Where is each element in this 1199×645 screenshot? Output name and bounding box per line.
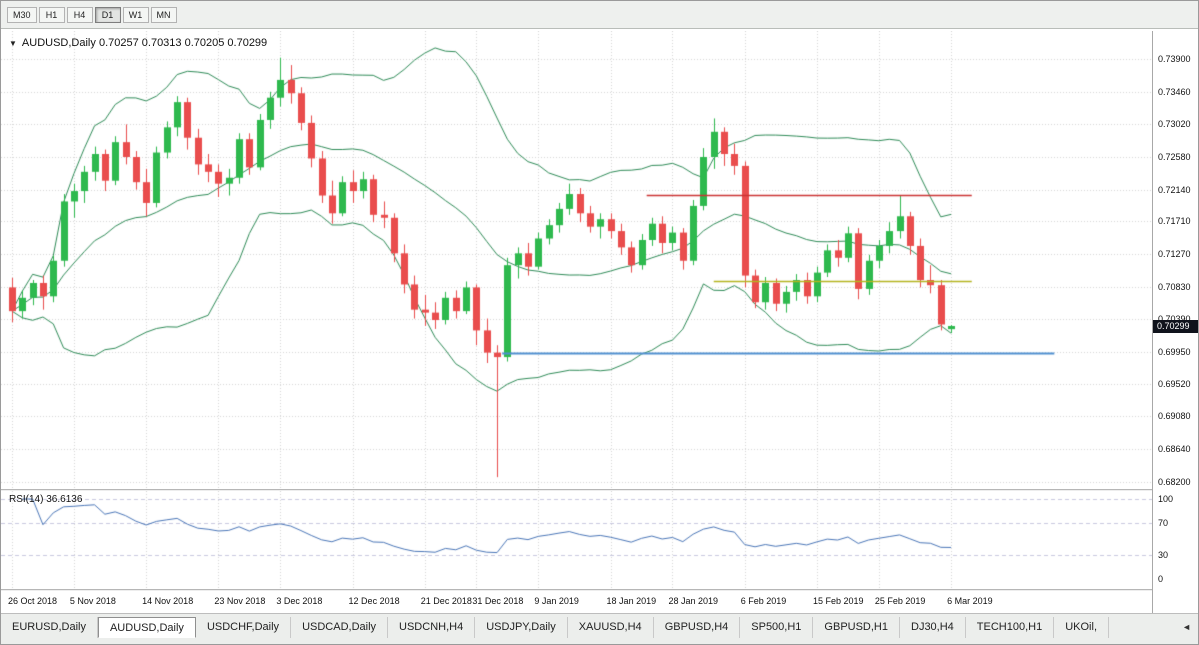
tab-tech100-h1[interactable]: TECH100,H1 [966, 617, 1055, 638]
tab-dj30-h4[interactable]: DJ30,H4 [900, 617, 966, 638]
price-tick-label: 0.70830 [1158, 281, 1191, 292]
chart-title: ▼ AUDUSD,Daily 0.70257 0.70313 0.70205 0.… [9, 37, 267, 49]
price-tick-label: 0.73460 [1158, 86, 1191, 97]
price-tick-label: 0.72580 [1158, 151, 1191, 162]
price-tick-label: 0.69520 [1158, 378, 1191, 389]
price-tick-label: 0.72140 [1158, 184, 1191, 195]
period-button-w1[interactable]: W1 [122, 6, 149, 23]
date-tick-label: 31 Dec 2018 [472, 596, 524, 606]
tab-usdcad-daily[interactable]: USDCAD,Daily [291, 617, 389, 638]
time-axis: 26 Oct 2018 5 Nov 2018 14 Nov 2018 23 Nov 2… [1, 591, 1152, 613]
date-tick-label: 21 Dec 2018 [420, 596, 472, 606]
price-tick-label: 0.73900 [1158, 54, 1191, 65]
tab-xauusd-h4[interactable]: XAUUSD,H4 [568, 617, 654, 638]
period-button-d1[interactable]: D1 [94, 6, 121, 23]
price-tick-label: 0.70390 [1158, 314, 1191, 324]
date-tick-label: 3 Dec 2018 [276, 596, 323, 606]
tab-usdchf-daily[interactable]: USDCHF,Daily [196, 617, 292, 638]
tab-eurusd-daily[interactable]: EURUSD,Daily [1, 617, 98, 638]
date-tick-label: 26 Oct 2018 [8, 596, 58, 606]
timeframe-toolbar: M30 H1 H4 D1 W1 MN [1, 1, 1198, 29]
rsi-indicator-label: RSI(14) 36.6136 [9, 494, 83, 505]
tab-ukoil[interactable]: UKOil, [1054, 617, 1109, 638]
pane-divider[interactable] [1, 489, 1198, 491]
period-button-h4[interactable]: H4 [66, 6, 93, 23]
chart-tabs-bar: EURUSD,Daily AUDUSD,Daily USDCHF,Daily USDC… [1, 613, 1198, 644]
pane-divider-bottom[interactable] [1, 589, 1198, 591]
date-tick-label: 28 Jan 2019 [668, 596, 719, 606]
chart-symbol-label: AUDUSD,Daily [21, 37, 96, 49]
rsi-indicator-canvas[interactable] [1, 491, 1152, 589]
date-tick-label: 6 Mar 2019 [947, 596, 993, 606]
tab-gbpusd-h1[interactable]: GBPUSD,H1 [813, 617, 900, 638]
price-tick-label: 0.71710 [1158, 216, 1191, 227]
date-tick-label: 9 Jan 2019 [534, 596, 579, 606]
date-tick-label: 14 Nov 2018 [142, 596, 194, 606]
tab-sp500-h1[interactable]: SP500,H1 [740, 617, 814, 638]
date-tick-label: 12 Dec 2018 [348, 596, 400, 606]
rsi-level-label: 70 [1158, 518, 1169, 528]
price-tick-label: 0.69080 [1158, 411, 1191, 422]
chart-ohlc-values: 0.70257 0.70313 0.70205 0.70299 [98, 37, 268, 49]
price-tick-label: 0.69950 [1158, 346, 1191, 357]
date-tick-label: 18 Jan 2019 [606, 596, 657, 606]
date-tick-label: 23 Nov 2018 [214, 596, 266, 606]
price-tick-label: 0.73020 [1158, 119, 1191, 130]
tabs-scroll-left-icon[interactable]: ◄ [1182, 622, 1191, 632]
price-chart-canvas[interactable] [1, 31, 1152, 489]
tab-audusd-daily[interactable]: AUDUSD,Daily [97, 617, 196, 638]
price-tick-label: 0.68200 [1158, 476, 1191, 487]
period-button-mn[interactable]: MN [150, 6, 177, 23]
current-price-badge: 0.70299 [1153, 320, 1198, 334]
rsi-level-label: 0 [1158, 574, 1164, 584]
period-button-m30[interactable]: M30 [7, 6, 37, 23]
price-tick-label: 0.71270 [1158, 249, 1191, 260]
period-button-h1[interactable]: H1 [38, 6, 65, 23]
date-tick-label: 25 Feb 2019 [874, 596, 926, 606]
price-tick-label: 0.68640 [1158, 443, 1191, 454]
date-tick-label: 6 Feb 2019 [740, 596, 787, 606]
tab-gbpusd-h4[interactable]: GBPUSD,H4 [654, 617, 741, 638]
tab-usdcnh-h4[interactable]: USDCNH,H4 [388, 617, 476, 638]
date-tick-label: 15 Feb 2019 [812, 596, 864, 606]
rsi-level-label: 100 [1158, 494, 1174, 504]
rsi-level-label: 30 [1158, 550, 1169, 560]
tab-usdjpy-daily[interactable]: USDJPY,Daily [475, 617, 568, 638]
date-tick-label: 5 Nov 2018 [69, 596, 116, 606]
chart-dropdown-icon[interactable]: ▼ [9, 39, 17, 48]
